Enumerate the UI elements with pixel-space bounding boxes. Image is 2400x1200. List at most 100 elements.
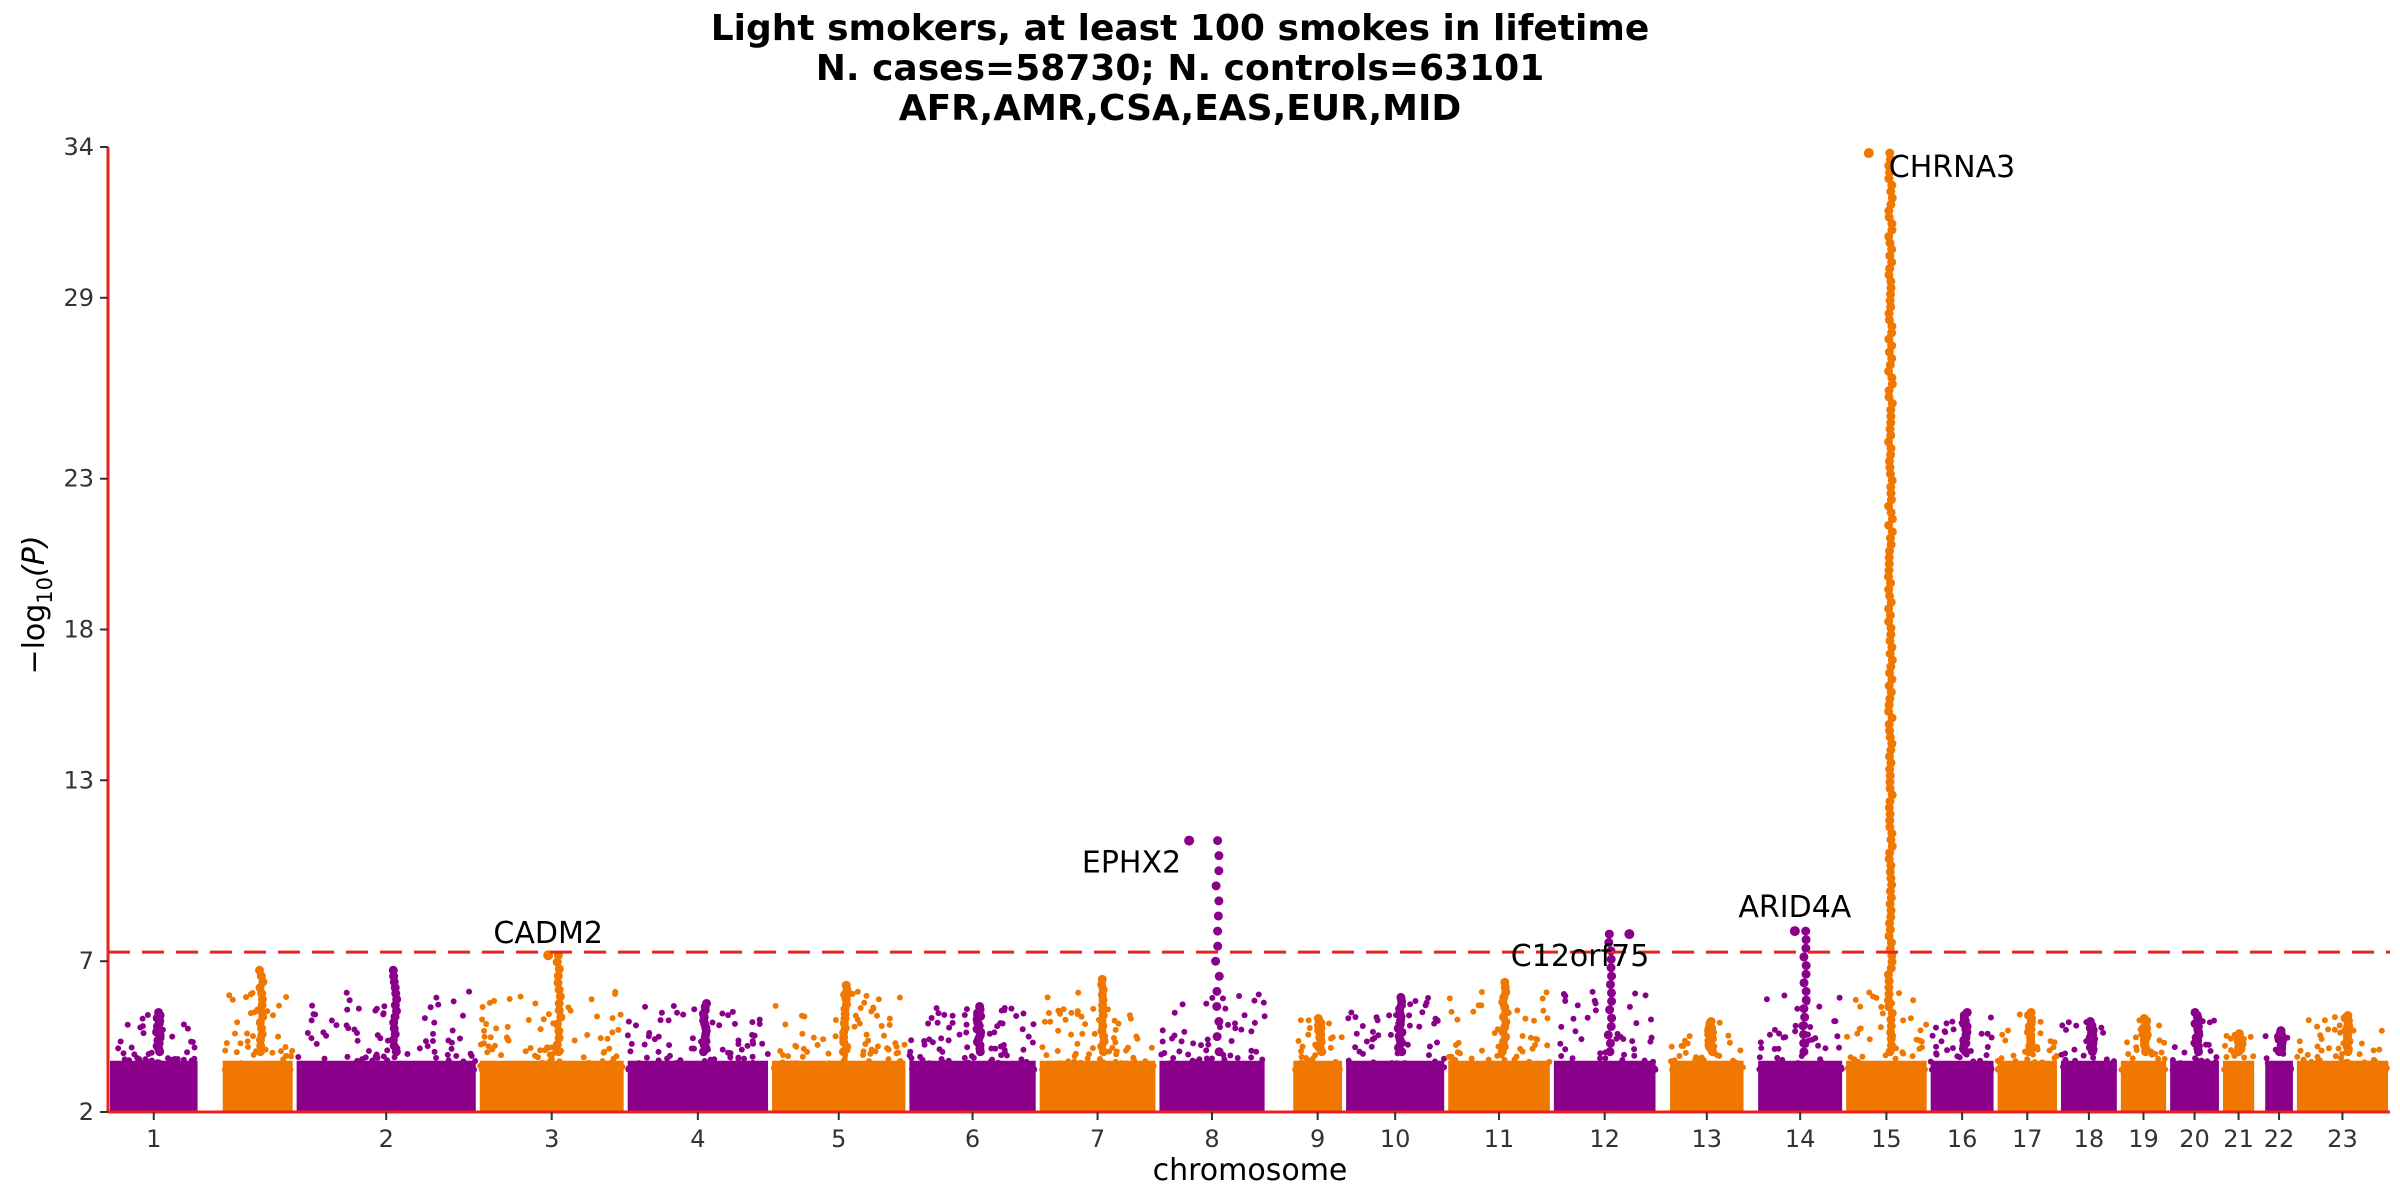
snp-point	[801, 1013, 808, 1020]
snp-point	[1885, 777, 1895, 787]
snp-point	[117, 1038, 124, 1045]
snp-point	[1638, 1061, 1645, 1068]
snp-point	[1669, 1066, 1676, 1073]
snp-point	[191, 1044, 198, 1051]
snp-point	[1068, 1066, 1075, 1073]
snp-point	[1799, 1004, 1809, 1014]
snp-point	[1950, 1026, 1957, 1033]
snp-point	[992, 1045, 999, 1052]
snp-point	[180, 1056, 187, 1063]
snp-point	[1623, 1066, 1630, 1073]
snp-point	[1604, 937, 1614, 947]
snp-point	[1425, 995, 1432, 1002]
y-axis-label-tail: (P)	[17, 535, 52, 577]
snp-point	[1726, 1039, 1733, 1046]
chromosome-points-21	[2221, 1029, 2257, 1112]
snp-point	[1739, 1064, 1746, 1071]
snp-point	[901, 1041, 908, 1048]
snp-point	[2110, 1058, 2117, 1065]
snp-point	[599, 1061, 606, 1068]
snp-point	[1650, 1058, 1657, 1065]
snp-point	[928, 1015, 935, 1022]
snp-point	[1456, 1050, 1463, 1057]
snp-point	[1984, 1030, 1991, 1037]
snp-point	[1834, 1033, 1841, 1040]
snp-point	[504, 1023, 511, 1030]
snp-point	[1910, 997, 1917, 1004]
snp-point	[1878, 1063, 1885, 1070]
snp-point	[2325, 1045, 2332, 1052]
chromosome-points-15	[1844, 148, 1930, 1112]
snp-point	[1799, 1038, 1809, 1048]
snp-point	[574, 1063, 581, 1070]
snp-point	[1217, 1066, 1224, 1073]
snp-point	[1558, 1023, 1565, 1030]
snp-point	[1527, 1034, 1534, 1041]
snp-point	[725, 1049, 732, 1056]
snp-point	[1987, 1014, 1994, 1021]
snp-point	[2124, 1039, 2131, 1046]
snp-point	[1943, 1020, 1950, 1027]
snp-point	[525, 1017, 532, 1024]
snp-point	[1387, 1031, 1394, 1038]
snp-point	[1859, 1053, 1866, 1060]
snp-point	[874, 1012, 881, 1019]
snp-point	[1607, 1013, 1617, 1023]
snp-point	[2037, 1030, 2044, 1037]
snp-point	[1369, 1028, 1376, 1035]
snp-point	[448, 1045, 455, 1052]
snp-point	[1605, 1047, 1615, 1057]
snp-point	[1684, 1040, 1691, 1047]
snp-point	[1962, 1007, 1972, 1017]
snp-point	[2264, 1060, 2271, 1067]
snp-point	[2262, 1033, 2269, 1040]
snp-point	[1886, 1021, 1896, 1031]
snp-point	[2336, 1022, 2343, 1029]
snp-point	[1801, 986, 1811, 996]
snp-point	[288, 1053, 295, 1060]
snp-point	[1478, 1047, 1485, 1054]
snp-point	[1886, 629, 1896, 639]
snp-point	[304, 1029, 311, 1036]
snp-point	[1838, 1066, 1845, 1073]
snp-point	[1092, 1066, 1099, 1073]
snp-point	[2192, 1055, 2199, 1062]
snp-point	[938, 1056, 945, 1063]
snp-point	[1030, 1066, 1037, 1073]
snp-point	[2198, 1057, 2205, 1064]
snp-point	[264, 1008, 271, 1015]
snp-point	[1604, 929, 1614, 939]
snp-point	[735, 1055, 742, 1062]
snp-point	[250, 1066, 257, 1073]
snp-point	[1884, 392, 1894, 402]
snp-point	[1693, 1054, 1700, 1061]
snp-point	[267, 1065, 274, 1072]
x-tick-label: 13	[1692, 1125, 1723, 1153]
snp-point	[1245, 1066, 1252, 1073]
snp-point	[964, 1044, 971, 1051]
snp-point	[1446, 995, 1453, 1002]
snp-point	[1851, 1056, 1858, 1063]
snp-point	[2139, 1014, 2149, 1024]
snp-point	[608, 1066, 615, 1073]
snp-point	[1580, 1061, 1587, 1068]
snp-point	[1799, 978, 1809, 988]
snp-point	[609, 1029, 616, 1036]
snp-point	[1648, 1016, 1655, 1023]
snp-point	[1597, 1055, 1604, 1062]
snp-point	[344, 1006, 351, 1013]
snp-point	[2065, 1019, 2072, 1026]
snp-point	[2062, 1056, 2069, 1063]
snp-point	[1431, 1058, 1438, 1065]
snp-point	[1204, 1065, 1211, 1072]
snp-point	[1425, 1052, 1432, 1059]
snp-point	[1781, 992, 1788, 999]
snp-point	[1223, 1060, 1230, 1067]
snp-point	[933, 1005, 940, 1012]
snp-point	[1514, 1007, 1521, 1014]
snp-point	[707, 1056, 714, 1063]
snp-point	[1310, 1065, 1317, 1072]
snp-point	[868, 1008, 875, 1015]
snp-point	[139, 1015, 146, 1022]
snp-point	[975, 1001, 985, 1011]
